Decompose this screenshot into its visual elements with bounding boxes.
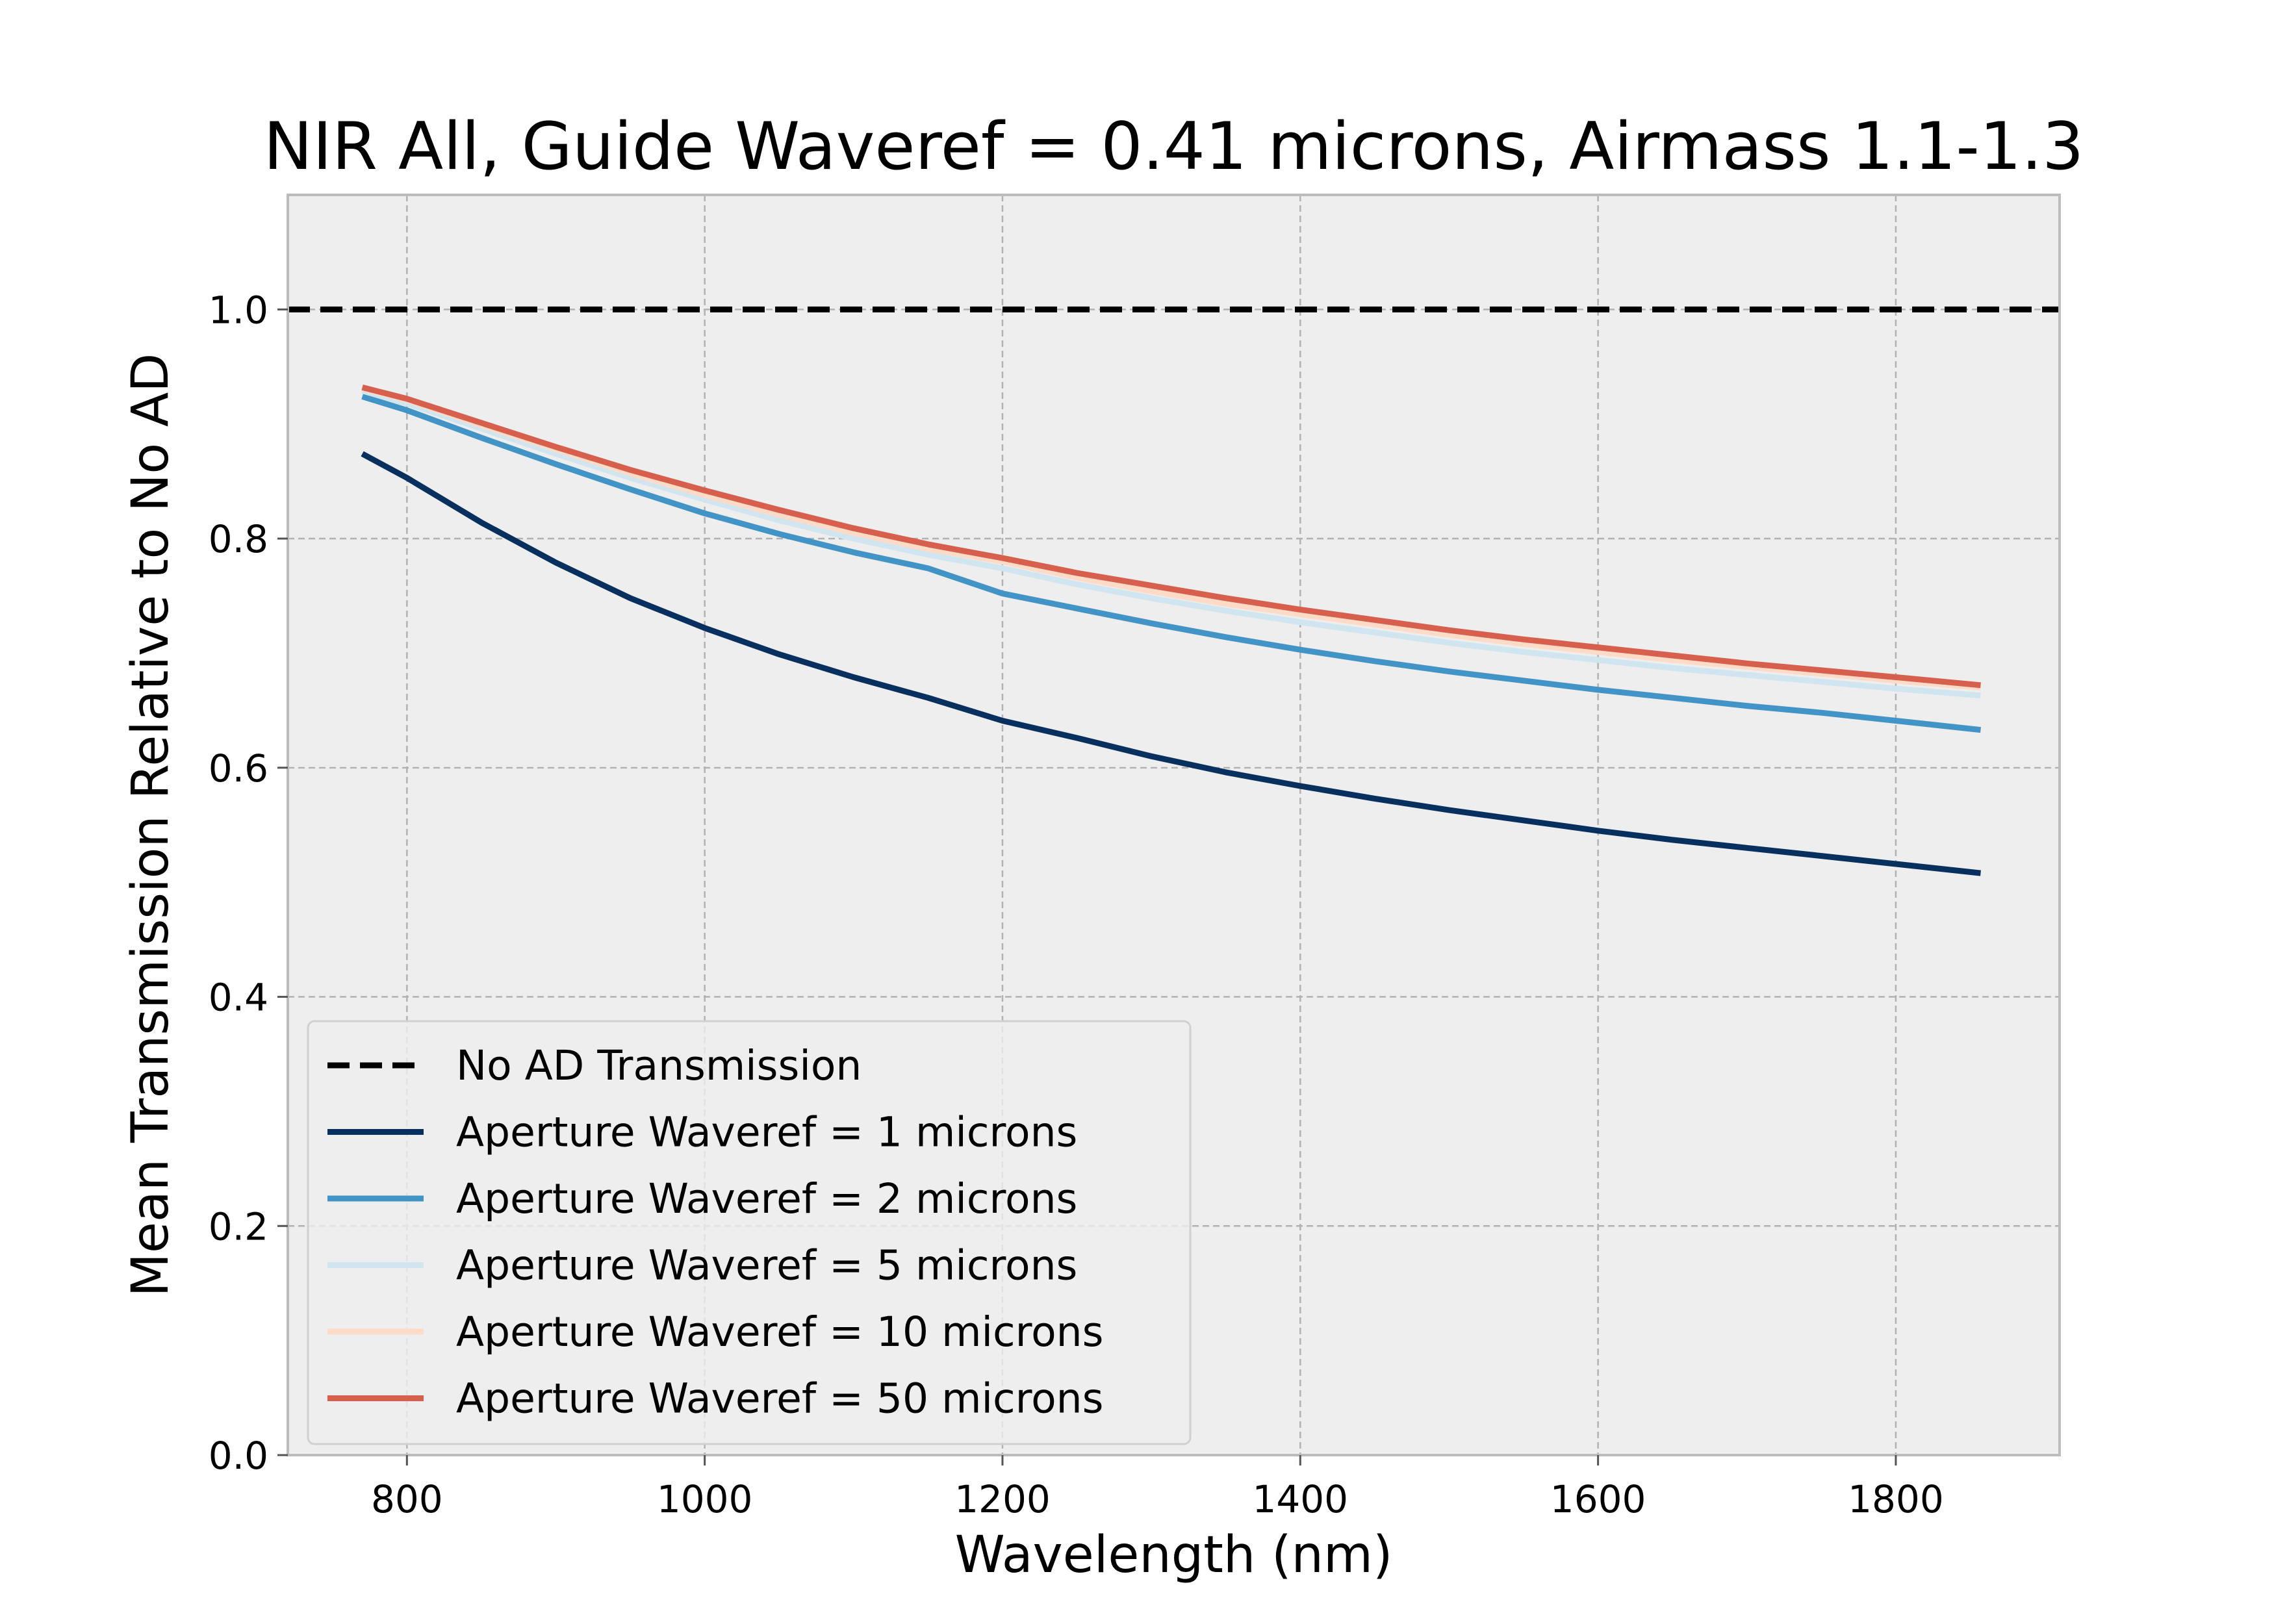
series-line-2 <box>361 394 1981 733</box>
legend-label-0: No AD Transmission <box>456 1042 862 1089</box>
chart-title: NIR All, Guide Waveref = 0.41 microns, A… <box>264 108 2084 184</box>
series-line-1 <box>361 451 1981 876</box>
series-layer <box>288 306 2060 876</box>
y-tick-label: 0.4 <box>209 976 268 1020</box>
y-tick-label: 0.2 <box>209 1204 268 1249</box>
series-line-5 <box>361 384 1981 689</box>
x-tick-label: 1600 <box>1550 1477 1646 1521</box>
legend-box <box>307 1020 1192 1445</box>
legend-label-3: Aperture Waveref = 5 microns <box>456 1242 1077 1289</box>
legend-label-2: Aperture Waveref = 2 microns <box>456 1175 1077 1223</box>
series-line-3 <box>361 388 1981 699</box>
plot-frame <box>287 194 2061 1456</box>
y-tick-label: 0.8 <box>209 517 268 561</box>
x-tick-label: 1400 <box>1252 1477 1348 1521</box>
y-tick-label: 0.6 <box>209 746 268 791</box>
legend: No AD Transmission Aperture Waveref = 1 m… <box>307 1020 1192 1445</box>
x-tick-label: 1000 <box>657 1477 753 1521</box>
x-axis-label: Wavelength (nm) <box>955 1526 1393 1584</box>
x-tick-label: 800 <box>371 1477 443 1521</box>
y-tick-label: 0.0 <box>209 1434 268 1478</box>
x-tick-label: 1200 <box>954 1477 1051 1521</box>
y-axis-label: Mean Transmission Relative to No AD <box>121 353 180 1297</box>
legend-label-1: Aperture Waveref = 1 microns <box>456 1109 1077 1156</box>
legend-label-5: Aperture Waveref = 50 microns <box>456 1375 1103 1423</box>
y-tick-label: 1.0 <box>209 288 268 332</box>
legend-label-4: Aperture Waveref = 10 microns <box>456 1308 1103 1356</box>
x-axis-ticks: 800 1000 1200 1400 1600 1800 <box>371 1455 1944 1521</box>
x-tick-label: 1800 <box>1848 1477 1944 1521</box>
y-axis-ticks: 0.0 0.2 0.4 0.6 0.8 1.0 <box>209 288 288 1478</box>
